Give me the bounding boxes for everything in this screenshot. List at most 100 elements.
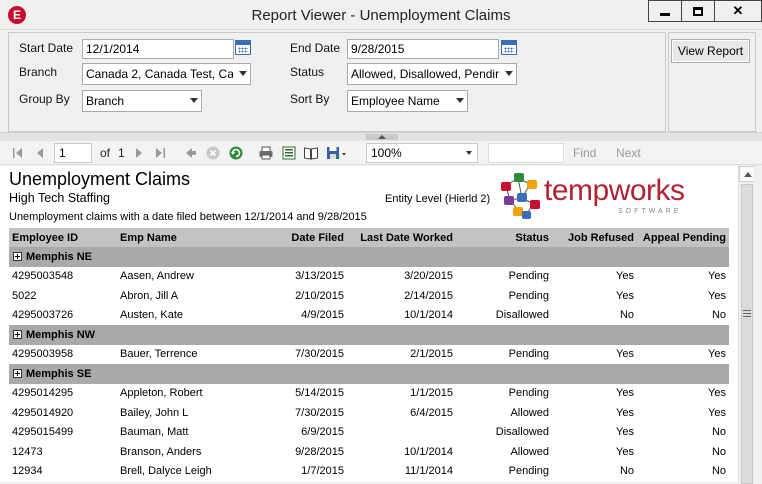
last-page-icon[interactable] bbox=[152, 145, 168, 161]
expand-icon[interactable] bbox=[13, 251, 22, 261]
table-cell: 5/14/2015 bbox=[295, 387, 344, 400]
table-cell: Yes bbox=[708, 387, 726, 400]
table-cell: 4295003548 bbox=[12, 270, 74, 283]
first-page-icon[interactable] bbox=[10, 145, 26, 161]
table-cell: No bbox=[711, 445, 726, 458]
status-select[interactable]: Allowed, Disallowed, Pendir bbox=[347, 63, 517, 85]
vertical-scrollbar[interactable] bbox=[738, 166, 755, 484]
group-by-label: Group By bbox=[19, 92, 70, 106]
logo-subtitle: SOFTWARE bbox=[618, 208, 682, 215]
column-header[interactable]: Emp Name bbox=[117, 228, 259, 247]
table-cell: Pending bbox=[508, 465, 549, 478]
report-title: Unemployment Claims bbox=[9, 169, 191, 189]
status-label: Status bbox=[290, 65, 325, 79]
end-date-label: End Date bbox=[290, 41, 341, 55]
table-cell: 10/1/2014 bbox=[404, 309, 453, 322]
chevron-down-icon bbox=[190, 98, 198, 103]
group-name: Memphis NE bbox=[26, 250, 93, 263]
expand-icon[interactable] bbox=[13, 329, 22, 339]
expand-icon[interactable] bbox=[13, 368, 22, 378]
chevron-down-icon bbox=[239, 71, 247, 76]
table-cell: Bauer, Terrence bbox=[120, 348, 198, 361]
table-cell: 6/9/2015 bbox=[301, 426, 344, 439]
stop-icon[interactable] bbox=[205, 145, 221, 161]
find-link[interactable]: Find bbox=[573, 146, 597, 160]
maximize-icon bbox=[693, 6, 703, 16]
window-edge bbox=[754, 166, 762, 482]
previous-page-icon[interactable] bbox=[32, 145, 48, 161]
table-cell: No bbox=[619, 465, 634, 478]
app-logo-icon[interactable]: E bbox=[8, 6, 26, 24]
page-of-label: of bbox=[100, 146, 111, 160]
scroll-up-arrow-icon[interactable] bbox=[739, 166, 755, 182]
minimize-button[interactable] bbox=[648, 0, 682, 22]
parameters-splitter[interactable] bbox=[0, 132, 762, 141]
zoom-select[interactable]: 100% bbox=[366, 143, 478, 163]
column-header[interactable]: Status bbox=[456, 228, 552, 247]
back-icon[interactable] bbox=[183, 145, 199, 161]
table-cell: No bbox=[619, 309, 634, 322]
table-cell: 4295014295 bbox=[12, 387, 74, 400]
group-row: Memphis SE bbox=[9, 364, 729, 384]
column-header[interactable]: Date Filed bbox=[259, 228, 347, 247]
export-icon[interactable] bbox=[326, 145, 348, 161]
maximize-button[interactable] bbox=[681, 0, 715, 22]
column-header[interactable]: Appeal Pending bbox=[637, 228, 729, 247]
collapse-parameters-handle[interactable] bbox=[366, 134, 398, 140]
table-cell: 7/30/2015 bbox=[295, 348, 344, 361]
view-report-button[interactable]: View Report bbox=[671, 39, 750, 63]
column-header[interactable]: Employee ID bbox=[9, 228, 117, 247]
group-header-cell: Memphis NW bbox=[9, 325, 729, 345]
entity-level: Entity Level (Hierld 2) bbox=[385, 193, 491, 205]
group-header-cell: Memphis NE bbox=[9, 247, 729, 267]
find-text-input[interactable] bbox=[488, 143, 564, 163]
group-by-select[interactable]: Branch bbox=[82, 90, 202, 112]
column-header[interactable]: Last Date Worked bbox=[347, 228, 456, 247]
table-cell: Austen, Kate bbox=[120, 309, 183, 322]
tempworks-logo: tempworks SOFTWARE bbox=[498, 170, 698, 222]
table-cell: 4295003958 bbox=[12, 348, 74, 361]
print-icon[interactable] bbox=[258, 145, 274, 161]
print-layout-icon[interactable] bbox=[281, 145, 297, 161]
close-button[interactable]: ✕ bbox=[714, 0, 762, 22]
table-cell: No bbox=[711, 426, 726, 439]
table-cell bbox=[347, 423, 456, 443]
start-date-field[interactable]: 12/1/2014 bbox=[82, 39, 234, 59]
table-cell: Yes bbox=[708, 406, 726, 419]
next-page-icon[interactable] bbox=[131, 145, 147, 161]
table-cell: Brell, Dalyce Leigh bbox=[120, 465, 212, 478]
parameters-panel: Start Date 12/1/2014 Branch Canada 2, Ca… bbox=[8, 32, 666, 132]
table-cell: Bauman, Matt bbox=[120, 426, 189, 439]
page-setup-icon[interactable] bbox=[303, 145, 319, 161]
scrollbar-thumb[interactable] bbox=[741, 184, 753, 484]
tempworks-logo-icon bbox=[501, 173, 540, 219]
start-date-calendar-icon[interactable] bbox=[235, 40, 251, 55]
group-row: Memphis NE bbox=[9, 247, 729, 267]
table-cell: Yes bbox=[616, 348, 634, 361]
table-cell: 2/1/2015 bbox=[410, 348, 453, 361]
table-cell: 12934 bbox=[12, 465, 43, 478]
table-cell: Aasen, Andrew bbox=[120, 270, 194, 283]
branch-select[interactable]: Canada 2, Canada Test, Carr bbox=[82, 63, 251, 85]
title-bar: E Report Viewer - Unemployment Claims ✕ bbox=[0, 0, 762, 30]
next-link[interactable]: Next bbox=[616, 146, 641, 160]
end-date-calendar-icon[interactable] bbox=[501, 40, 517, 55]
table-cell: Appleton, Robert bbox=[120, 387, 203, 400]
sort-by-select-value: Employee Name bbox=[351, 94, 440, 108]
current-page-input[interactable]: 1 bbox=[54, 143, 92, 163]
table-cell: 11/1/2014 bbox=[404, 465, 453, 478]
table-cell: 1/7/2015 bbox=[301, 465, 344, 478]
column-header[interactable]: Job Refused bbox=[552, 228, 637, 247]
report-canvas: Unemployment Claims High Tech Staffing E… bbox=[0, 166, 738, 482]
chevron-down-icon bbox=[466, 151, 472, 155]
window-title: Report Viewer - Unemployment Claims bbox=[251, 7, 511, 24]
sort-by-select[interactable]: Employee Name bbox=[347, 90, 468, 112]
table-cell: 1/1/2015 bbox=[410, 387, 453, 400]
table-row: 4295015499 Bauman, Matt 6/9/2015 Disallowed… bbox=[9, 423, 729, 443]
table-row: 4295003726 Austen, Kate 4/9/2015 10/1/2014 D… bbox=[9, 306, 729, 326]
end-date-field[interactable]: 9/28/2015 bbox=[347, 39, 499, 59]
refresh-icon[interactable] bbox=[228, 145, 244, 161]
table-cell: Pending bbox=[508, 270, 549, 283]
table-cell: Bailey, John L bbox=[120, 406, 189, 419]
group-header-cell: Memphis SE bbox=[9, 364, 729, 384]
